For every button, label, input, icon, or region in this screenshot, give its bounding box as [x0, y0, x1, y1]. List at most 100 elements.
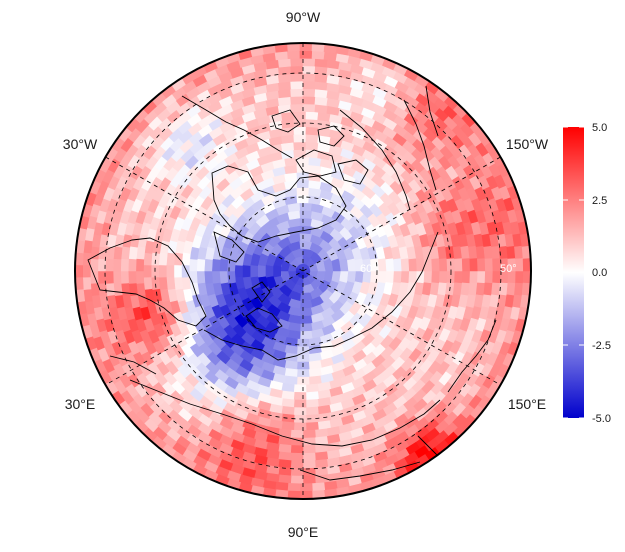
- anomaly-cell: [314, 459, 329, 469]
- anomaly-cell: [277, 58, 292, 68]
- anomaly-cell: [112, 258, 122, 272]
- colorbar-tick-label: 5.0: [592, 122, 607, 134]
- anomaly-cell: [484, 258, 494, 272]
- anomaly-cell: [305, 391, 319, 401]
- anomaly-cell: [299, 292, 313, 302]
- anomaly-cell: [257, 264, 266, 278]
- anomaly-cell: [314, 58, 329, 68]
- coastline-asia: [109, 355, 441, 481]
- anomaly-cell: [290, 80, 304, 90]
- anomaly-cell: [454, 258, 463, 272]
- anomaly-cell: [287, 50, 301, 60]
- colorbar-ramp: [563, 127, 584, 418]
- anomaly-cell: [290, 73, 304, 82]
- anomaly-cell: [265, 264, 274, 278]
- anomaly-cell: [484, 270, 494, 284]
- anomaly-cell: [293, 133, 307, 143]
- anomaly-cell: [203, 270, 213, 284]
- lon-label-90w: 90°W: [286, 9, 321, 25]
- anomaly-cell: [75, 264, 83, 278]
- anomaly-cell: [242, 264, 251, 278]
- anomaly-cell: [314, 474, 329, 484]
- anomaly-cell: [249, 264, 258, 278]
- anomaly-cell: [234, 264, 243, 278]
- anomaly-cell: [105, 270, 114, 284]
- anomaly-cell: [293, 422, 307, 431]
- anomaly-cell: [491, 282, 501, 297]
- lon-label-90e: 90°E: [288, 524, 319, 540]
- lon-label-150e: 150°E: [508, 396, 546, 412]
- anomaly-cell: [408, 258, 418, 272]
- anomaly-cell: [97, 258, 107, 272]
- anomaly-cell: [135, 258, 145, 272]
- anomaly-cell: [277, 459, 292, 469]
- anomaly-cell: [287, 482, 301, 492]
- anomaly-cell: [302, 103, 316, 113]
- anomaly-cell: [305, 126, 319, 136]
- anomaly-cell: [277, 474, 292, 484]
- anomaly-cell: [287, 43, 301, 52]
- anomaly-cell: [290, 88, 304, 97]
- colorbar-tick-label: 2.5: [592, 195, 607, 207]
- anomaly-cell: [522, 258, 531, 272]
- anomaly-cell: [515, 258, 524, 272]
- anomaly-cell: [305, 141, 319, 151]
- anomaly-cell: [293, 126, 307, 135]
- anomaly-cell: [385, 270, 395, 284]
- anomaly-cell: [431, 270, 441, 284]
- anomaly-cell: [188, 270, 198, 284]
- anomaly-cell: [97, 270, 107, 284]
- anomaly-cell: [293, 149, 307, 158]
- anomaly-cell: [290, 460, 304, 469]
- anomaly-cell: [90, 245, 100, 260]
- anomaly-cell: [302, 73, 316, 82]
- coastline-siberia: [203, 231, 439, 361]
- anomaly-cell: [299, 43, 313, 52]
- anomaly-cell: [302, 475, 316, 485]
- anomaly-cell: [211, 270, 221, 284]
- anomaly-cell: [438, 258, 448, 272]
- anomaly-cell: [305, 421, 319, 431]
- anomaly-cell: [483, 282, 493, 297]
- anomaly-cell: [127, 270, 137, 284]
- anomaly-cell: [302, 95, 316, 105]
- coastline-arctic-islands: [271, 109, 369, 185]
- anomaly-cell: [219, 258, 229, 272]
- anomaly-cell: [305, 111, 319, 121]
- anomaly-cell: [515, 270, 524, 284]
- anomaly-cell: [469, 258, 479, 272]
- anomaly-cell: [277, 451, 292, 461]
- anomaly-cell: [188, 258, 198, 272]
- anomaly-cell: [400, 258, 410, 272]
- anomaly-cell: [112, 270, 122, 284]
- anomaly-cell: [302, 429, 316, 439]
- coastline-svalbard: [245, 281, 283, 333]
- anomaly-cell: [226, 270, 236, 284]
- coastline-north-america: [181, 85, 439, 211]
- anomaly-cell: [377, 270, 387, 284]
- lon-label-30w: 30°W: [63, 136, 98, 152]
- lat-circle-outer: [104, 72, 502, 470]
- anomaly-cell: [305, 399, 319, 409]
- anomaly-cell: [219, 270, 229, 284]
- anomaly-cell: [393, 258, 403, 272]
- anomaly-cell: [120, 258, 129, 272]
- anomaly-cell: [165, 252, 176, 266]
- anomaly-cell: [393, 270, 403, 284]
- anomaly-cell: [158, 264, 167, 278]
- graticule: [104, 43, 502, 499]
- anomaly-cell: [314, 81, 329, 91]
- anomaly-cell: [299, 217, 313, 227]
- anomaly-cell: [158, 276, 168, 290]
- anomaly-cell: [491, 245, 501, 260]
- anomaly-cell: [290, 445, 304, 454]
- anomaly-cell: [302, 65, 316, 75]
- anomaly-cell: [127, 258, 137, 272]
- anomaly-cell: [181, 264, 190, 278]
- colorbar: 5.0 2.5 0.0 -2.5 -5.0: [563, 122, 611, 425]
- coastline-greenland: [211, 165, 347, 243]
- anomaly-cell: [299, 483, 313, 492]
- map-boundary: [74, 42, 532, 500]
- anomaly-cell: [113, 245, 123, 260]
